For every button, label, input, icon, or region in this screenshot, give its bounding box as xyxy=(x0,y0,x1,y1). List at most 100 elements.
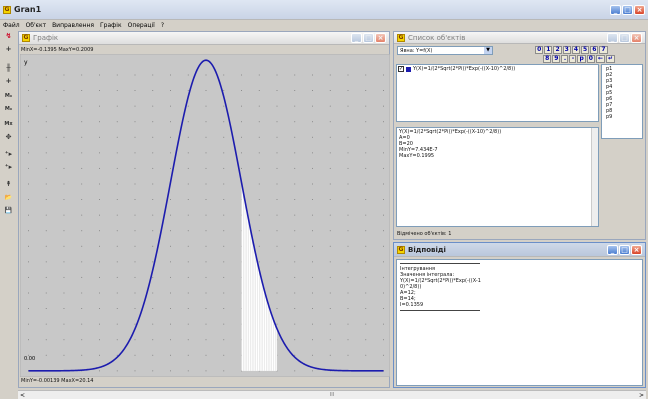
param-item[interactable]: p8 xyxy=(606,108,613,114)
backspace-button[interactable]: ← xyxy=(595,55,605,63)
tool-add-icon[interactable]: + xyxy=(5,45,12,53)
scroll-thumb[interactable]: III xyxy=(329,392,335,398)
tool-cursor-icon[interactable]: ↯ xyxy=(5,32,12,40)
horizontal-scrollbar[interactable]: < III > xyxy=(18,390,646,399)
grid-dot xyxy=(294,292,296,294)
enter-button[interactable]: ↵ xyxy=(605,55,615,63)
grid-dot xyxy=(383,90,385,92)
object-info-textarea[interactable]: Y(X)=1/(2*Sqrt(2*Pi))*Exp(-((X-10)^2/8))… xyxy=(396,127,599,227)
param-item[interactable]: p5 xyxy=(606,90,613,96)
dot-button[interactable]: . xyxy=(561,55,569,63)
grid-dot xyxy=(27,90,29,92)
digit-button[interactable]: 8 xyxy=(543,55,552,63)
digit-button[interactable]: 1 xyxy=(544,46,553,54)
grid-dot xyxy=(81,339,83,341)
digit-button[interactable]: 4 xyxy=(571,46,581,54)
menu-object[interactable]: Об'єкт xyxy=(25,21,47,29)
objects-list-area: ✓ Y(X)=1/(2*Sqrt(2*Pi))*Exp(-((X-10)^2/8… xyxy=(394,64,645,139)
grid-dot xyxy=(45,199,47,201)
vertical-scrollbar[interactable] xyxy=(591,128,598,226)
minus-button[interactable]: - xyxy=(569,55,577,63)
close-button[interactable]: × xyxy=(634,4,645,15)
param-item[interactable]: p1 xyxy=(606,66,613,72)
menu-file[interactable]: Файл xyxy=(3,21,20,29)
grid-dot xyxy=(347,90,349,92)
tool-crosshair-icon[interactable]: ╫ xyxy=(6,64,11,72)
digit-button[interactable]: 0 xyxy=(535,46,544,54)
grid-dot xyxy=(294,136,296,138)
checkbox-checked-icon[interactable]: ✓ xyxy=(398,66,404,72)
grid-dot xyxy=(347,292,349,294)
answers-close-button[interactable]: × xyxy=(631,244,642,255)
grid-dot xyxy=(329,214,331,216)
list-item[interactable]: ✓ Y(X)=1/(2*Sqrt(2*Pi))*Exp(-((X-10)^2/8… xyxy=(398,66,597,72)
grid-dot xyxy=(276,136,278,138)
graph-close-button[interactable]: × xyxy=(375,33,386,43)
answers-maximize-button[interactable]: □ xyxy=(619,244,630,255)
objects-maximize-button[interactable]: □ xyxy=(619,32,630,43)
grid-dot xyxy=(294,230,296,232)
grid-dot xyxy=(223,370,225,372)
param-item[interactable]: p7 xyxy=(606,102,613,108)
objects-minimize-button[interactable]: _ xyxy=(607,32,618,43)
tool-arrow-icon[interactable]: ↟ xyxy=(5,180,12,188)
answers-textarea[interactable]: Інтегрування Значення інтеграла: Y(X)=1/… xyxy=(396,259,643,386)
function-type-select[interactable]: Явна: Y=f(X) ▼ xyxy=(397,46,493,55)
answers-minimize-button[interactable]: _ xyxy=(607,244,618,255)
tool-point2-icon[interactable]: ⁺▸ xyxy=(4,163,13,171)
app-caption-buttons: _ □ × xyxy=(610,4,645,15)
tool-mo2-icon[interactable]: M₀ xyxy=(4,106,13,112)
digit-button[interactable]: 6 xyxy=(590,46,599,54)
grid-dot xyxy=(169,90,171,92)
grid-dot xyxy=(98,90,100,92)
param-item[interactable]: p9 xyxy=(606,114,613,120)
menu-help[interactable]: ? xyxy=(160,21,165,29)
grid-dot xyxy=(98,121,100,123)
grid-dot xyxy=(223,354,225,356)
tool-mx-icon[interactable]: Mx xyxy=(4,121,13,127)
zero-button[interactable]: 0 xyxy=(586,55,595,63)
maximize-button[interactable]: □ xyxy=(622,4,633,15)
graph-minimize-button[interactable]: _ xyxy=(351,33,362,43)
scroll-left-arrow[interactable]: < xyxy=(19,391,26,399)
grid-dot xyxy=(276,292,278,294)
grid-dot xyxy=(45,261,47,263)
param-item[interactable]: p3 xyxy=(606,78,613,84)
objects-close-button[interactable]: × xyxy=(631,32,642,43)
save-disk-icon[interactable]: 💾 xyxy=(4,206,13,214)
grid-dot xyxy=(63,230,65,232)
digit-button[interactable]: 2 xyxy=(553,46,562,54)
grid-dot xyxy=(169,276,171,278)
grid-dot xyxy=(116,152,118,154)
scroll-right-arrow[interactable]: > xyxy=(638,391,645,399)
digit-button[interactable]: 9 xyxy=(552,55,561,63)
digit-button[interactable]: 3 xyxy=(562,46,571,54)
param-item[interactable]: p2 xyxy=(606,72,613,78)
graph-maximize-button[interactable]: □ xyxy=(363,33,374,43)
graph-canvas[interactable]: y 0.00 xyxy=(20,54,390,377)
digit-button[interactable]: 5 xyxy=(581,46,590,54)
menu-operations[interactable]: Операції xyxy=(127,21,155,29)
grid-dot xyxy=(116,183,118,185)
menu-graph[interactable]: Графік xyxy=(100,21,122,29)
grid-dot xyxy=(45,121,47,123)
tool-mo-icon[interactable]: M₀ xyxy=(4,93,13,99)
tool-point-icon[interactable]: ⁺▸ xyxy=(4,150,13,158)
grid-dot xyxy=(116,214,118,216)
grid-dot xyxy=(152,136,154,138)
grid-dot xyxy=(223,339,225,341)
param-item[interactable]: p4 xyxy=(606,84,613,90)
grid-dot xyxy=(223,292,225,294)
minimize-button[interactable]: _ xyxy=(610,4,621,15)
grid-dot xyxy=(312,121,314,123)
tool-plus-icon[interactable]: + xyxy=(5,77,12,85)
grid-dot xyxy=(134,245,136,247)
digit-button[interactable]: 7 xyxy=(599,46,608,54)
tool-move-icon[interactable]: ✥ xyxy=(5,133,12,141)
open-folder-icon[interactable]: 📂 xyxy=(4,193,13,201)
grid-dot xyxy=(329,339,331,341)
menu-edit[interactable]: Виправлення xyxy=(52,21,95,29)
p-button[interactable]: p xyxy=(577,55,586,63)
grid-dot xyxy=(258,74,260,76)
param-item[interactable]: p6 xyxy=(606,96,613,102)
